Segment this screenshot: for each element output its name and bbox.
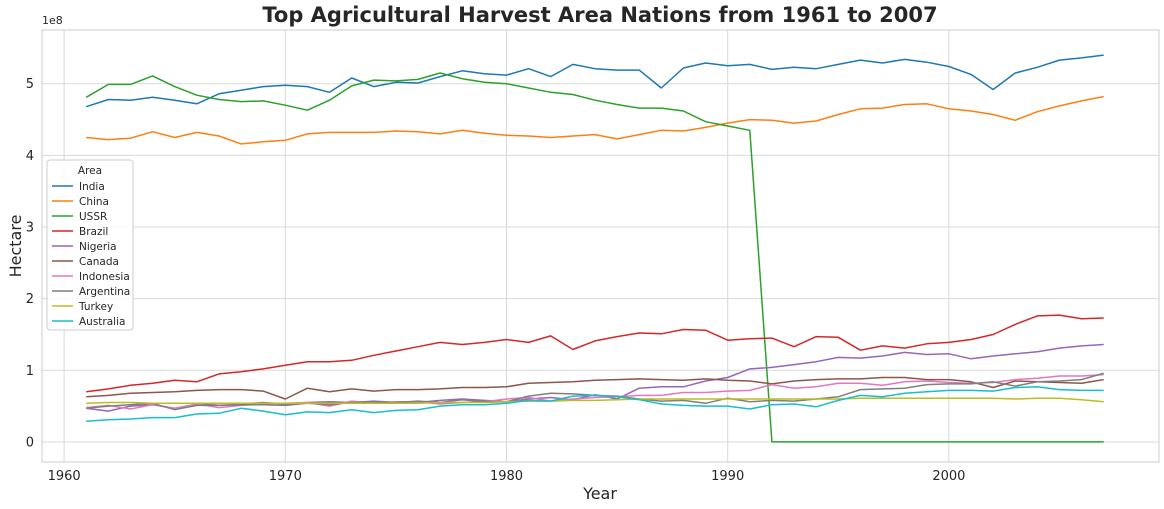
y-tick-label: 5 [26, 77, 34, 92]
y-tick-label: 3 [26, 221, 34, 236]
series-line-turkey [86, 397, 1104, 405]
legend-label-argentina: Argentina [79, 286, 130, 298]
y-offset-label: 1e8 [42, 14, 63, 27]
series-lines [85, 54, 1104, 443]
y-tick-label: 1 [26, 364, 34, 379]
legend: Area IndiaChinaUSSRBrazilNigeriaCanadaIn… [46, 159, 134, 331]
legend-title: Area [78, 165, 102, 177]
x-axis-label: Year [582, 484, 617, 503]
series-line-argentina [86, 372, 1104, 411]
legend-label-china: China [79, 196, 109, 208]
series-line-china [86, 95, 1104, 145]
legend-label-nigeria: Nigeria [79, 241, 117, 253]
x-tick-label: 1970 [269, 469, 302, 484]
series-line-brazil [86, 314, 1104, 393]
legend-items: India China USSR Brazil Nigeria Canada Indones… [52, 181, 130, 328]
x-tick-label: 1990 [711, 469, 744, 484]
y-tick-label: 4 [26, 149, 34, 164]
grid-lines [42, 30, 1159, 462]
axis-ticks: 1960 1970 1980 1990 2000 0 1 2 3 4 5 [26, 77, 966, 484]
y-tick-label: 2 [26, 292, 34, 307]
chart-title: Top Agricultural Harvest Area Nations fr… [262, 3, 937, 27]
plot-frame [41, 29, 1160, 463]
legend-label-india: India [79, 181, 105, 193]
series-line-india [85, 54, 1104, 108]
legend-label-turkey: Turkey [78, 301, 113, 313]
y-axis-label: Hectare [6, 215, 25, 278]
series-line-canada [86, 376, 1104, 400]
x-tick-label: 1980 [490, 469, 523, 484]
legend-label-indonesia: Indonesia [79, 271, 130, 283]
x-tick-label: 2000 [932, 469, 965, 484]
legend-box [46, 159, 134, 331]
legend-label-canada: Canada [79, 256, 119, 268]
series-line-ussr [85, 72, 1104, 443]
y-tick-label: 0 [26, 435, 34, 450]
legend-label-brazil: Brazil [79, 226, 108, 238]
legend-label-ussr: USSR [79, 211, 107, 223]
x-tick-label: 1960 [48, 469, 81, 484]
series-line-australia [86, 386, 1104, 422]
legend-label-australia: Australia [79, 316, 125, 328]
